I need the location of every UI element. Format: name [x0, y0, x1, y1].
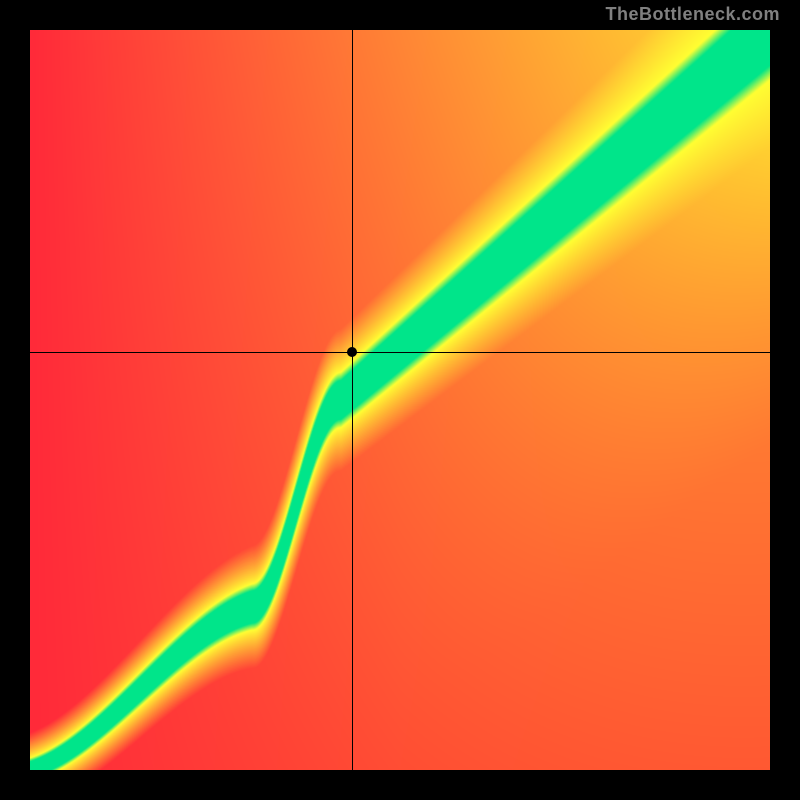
- watermark-text: TheBottleneck.com: [605, 4, 780, 25]
- selection-dot[interactable]: [347, 347, 357, 357]
- crosshair-horizontal: [30, 352, 770, 353]
- plot-area: [30, 30, 770, 770]
- crosshair-vertical: [352, 30, 353, 770]
- bottleneck-heatmap: [30, 30, 770, 770]
